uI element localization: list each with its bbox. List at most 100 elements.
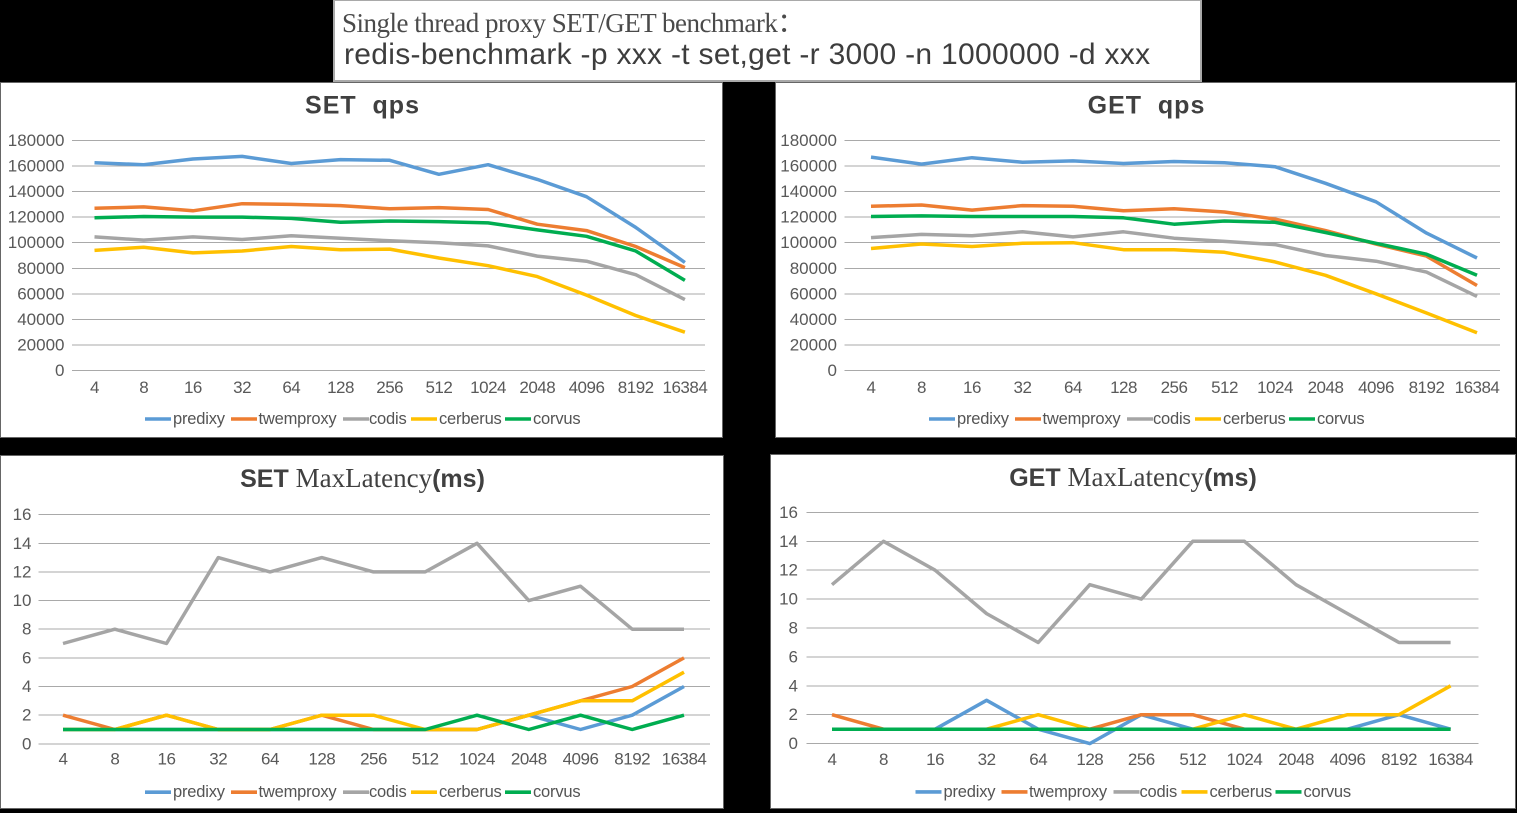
svg-text:4096: 4096 [569,378,605,397]
svg-text:64: 64 [1064,378,1082,397]
svg-text:512: 512 [425,378,452,397]
svg-text:60000: 60000 [17,284,64,303]
svg-text:2048: 2048 [511,749,547,768]
svg-text:twemproxy: twemproxy [1043,410,1122,428]
svg-text:8: 8 [139,378,148,397]
svg-text:32: 32 [978,750,996,769]
svg-text:128: 128 [327,378,354,397]
svg-text:128: 128 [1110,378,1137,397]
svg-text:80000: 80000 [17,259,64,278]
svg-text:8: 8 [110,749,119,768]
svg-text:6: 6 [22,648,31,667]
svg-text:4: 4 [789,676,798,695]
svg-text:256: 256 [376,378,403,397]
svg-text:128: 128 [1076,750,1103,769]
svg-text:SET qps: SET qps [305,92,420,120]
svg-text:2: 2 [22,706,31,725]
svg-text:1024: 1024 [1257,378,1293,397]
svg-text:4096: 4096 [563,749,599,768]
svg-text:4: 4 [867,378,876,397]
svg-text:100000: 100000 [8,233,65,252]
svg-text:40000: 40000 [790,310,837,329]
svg-text:corvus: corvus [533,410,580,428]
svg-text:4096: 4096 [1330,750,1366,769]
svg-text:256: 256 [1128,750,1155,769]
svg-text:6: 6 [789,647,798,666]
svg-text:16384: 16384 [1428,750,1473,769]
svg-text:60000: 60000 [790,284,837,303]
svg-text:2048: 2048 [1308,378,1344,397]
svg-text:4: 4 [59,749,68,768]
svg-text:8192: 8192 [614,749,650,768]
svg-text:256: 256 [1161,378,1188,397]
svg-text:10: 10 [779,590,798,609]
svg-text:0: 0 [789,734,798,753]
svg-text:20000: 20000 [17,335,64,354]
svg-text:corvus: corvus [1317,410,1364,428]
svg-text:0: 0 [22,734,31,753]
svg-text:120000: 120000 [8,208,65,227]
svg-text:2048: 2048 [519,378,555,397]
svg-text:4: 4 [90,378,99,397]
svg-text:64: 64 [1029,750,1047,769]
svg-text:GET qps: GET qps [1088,92,1206,120]
svg-text:predixy: predixy [173,410,226,428]
svg-text:16: 16 [926,750,944,769]
svg-text:180000: 180000 [8,131,65,150]
svg-text:8192: 8192 [618,378,654,397]
svg-text:predixy: predixy [957,410,1010,428]
svg-text:8: 8 [879,750,888,769]
svg-text:128: 128 [308,749,335,768]
svg-text:codis: codis [369,410,407,428]
svg-text:codis: codis [1153,410,1191,428]
svg-text:8192: 8192 [1381,750,1417,769]
svg-text:16: 16 [13,505,32,524]
svg-text:8: 8 [22,620,31,639]
svg-text:codis: codis [1140,783,1178,801]
svg-text:predixy: predixy [944,783,997,801]
svg-text:1024: 1024 [470,378,506,397]
svg-text:160000: 160000 [8,157,65,176]
svg-text:80000: 80000 [790,259,837,278]
svg-text:twemproxy: twemproxy [259,410,338,428]
svg-text:16384: 16384 [1455,378,1500,397]
svg-text:GET MaxLatency(ms): GET MaxLatency(ms) [1009,462,1257,492]
svg-text:1024: 1024 [459,749,495,768]
svg-text:0: 0 [828,361,837,380]
svg-text:predixy: predixy [173,783,226,801]
svg-text:16: 16 [779,503,798,522]
svg-text:20000: 20000 [790,335,837,354]
svg-text:4: 4 [22,677,31,696]
svg-text:16: 16 [184,378,202,397]
svg-text:12: 12 [779,561,798,580]
svg-text:10: 10 [13,591,32,610]
svg-text:16384: 16384 [663,378,708,397]
svg-text:8: 8 [917,378,926,397]
svg-text:corvus: corvus [533,783,580,801]
svg-text:twemproxy: twemproxy [259,783,338,801]
svg-text:32: 32 [233,378,251,397]
svg-text:cerberus: cerberus [439,783,502,801]
svg-text:40000: 40000 [17,310,64,329]
svg-text:4: 4 [828,750,837,769]
svg-text:120000: 120000 [780,208,837,227]
svg-text:2: 2 [789,705,798,724]
svg-text:cerberus: cerberus [439,410,502,428]
svg-text:16: 16 [158,749,176,768]
svg-text:8192: 8192 [1409,378,1445,397]
svg-text:1024: 1024 [1226,750,1262,769]
svg-text:160000: 160000 [780,157,837,176]
svg-text:64: 64 [282,378,300,397]
svg-text:cerberus: cerberus [1210,783,1273,801]
svg-text:8: 8 [789,619,798,638]
svg-text:32: 32 [1014,378,1032,397]
svg-text:0: 0 [55,361,64,380]
svg-text:4096: 4096 [1358,378,1394,397]
svg-text:140000: 140000 [8,182,65,201]
svg-text:512: 512 [1179,750,1206,769]
svg-text:12: 12 [13,562,32,581]
svg-text:32: 32 [209,749,227,768]
svg-text:SET MaxLatency(ms): SET MaxLatency(ms) [240,463,485,493]
svg-text:2048: 2048 [1278,750,1314,769]
svg-text:cerberus: cerberus [1223,410,1286,428]
